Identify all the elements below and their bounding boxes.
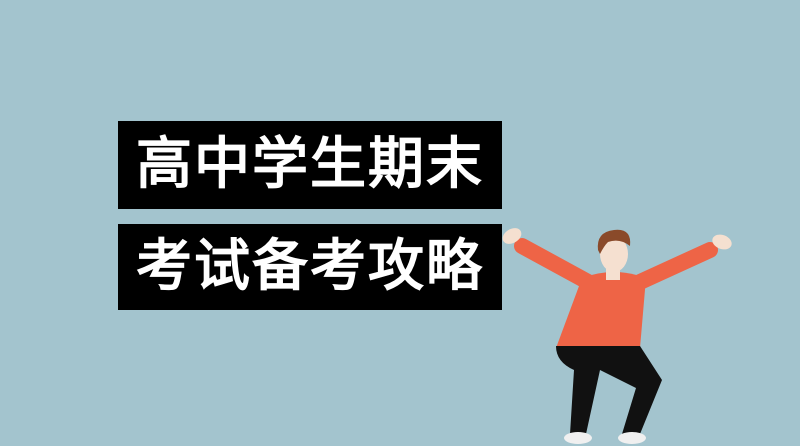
title-line-2-box: 考试备考攻略: [118, 224, 502, 310]
torso: [556, 272, 646, 352]
hair: [597, 229, 631, 254]
left-shoe: [564, 432, 592, 444]
cheering-student-illustration: [502, 228, 732, 444]
right-shoe: [618, 432, 646, 444]
title-line-2: 考试备考攻略: [136, 234, 484, 299]
right-hand: [712, 234, 732, 250]
pants: [556, 346, 662, 434]
title-line-1-box: 高中学生期末: [118, 121, 502, 209]
right-arm: [632, 242, 718, 290]
head: [600, 236, 628, 272]
title-line-1: 高中学生期末: [136, 132, 484, 197]
left-arm: [514, 238, 596, 290]
left-hand: [502, 228, 522, 244]
